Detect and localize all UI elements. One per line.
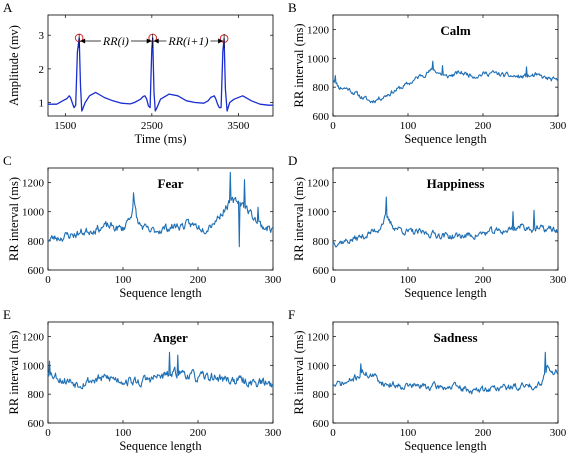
rr-arrowhead [80,38,86,44]
panel-label: A [3,0,13,15]
y-tick-label: 1200 [22,331,45,343]
y-tick-label: 1000 [22,207,45,219]
panel-F: 0 100 200 300 600 800 1000 1200 Sequence length R… [288,307,567,453]
x-tick-label: 0 [45,274,51,286]
x-tick-label: 100 [400,427,417,439]
y-tick-label: 1200 [307,178,330,190]
x-axis-label: Sequence length [404,286,487,300]
rr-series-line [47,171,274,248]
x-tick-label: 2500 [141,120,164,132]
x-axis-label: Sequence length [119,286,202,300]
rr-annotation-part: RR( [102,34,123,48]
rr-arrowhead [218,38,224,44]
panel-label: B [288,0,297,15]
rr-arrowhead [153,38,159,44]
rr-series-line [332,196,559,248]
plot-frame [332,167,559,271]
panel-title: Calm [440,23,471,38]
y-axis-label: RR interval (ms) [292,23,306,107]
x-tick-label: 300 [265,274,282,286]
x-tick-label: 200 [475,427,492,439]
panel-C: 0 100 200 300 600 800 1000 1200 Sequence length R… [3,153,282,300]
y-tick-label: 1000 [307,207,330,219]
panel-label: D [288,153,297,168]
y-tick-label: 1000 [307,360,330,372]
rr-annotation-part: i [187,34,190,48]
panel-D: 0 100 200 300 600 800 1000 1200 Sequence length R… [288,153,567,300]
y-axis-label: RR interval (ms) [7,330,21,414]
x-axis-label: Sequence length [404,439,487,453]
rr-series-line [47,351,274,390]
x-tick-label: 100 [400,274,417,286]
panel-E: 0 100 200 300 600 800 1000 1200 Sequence length R… [3,307,282,453]
rr-annotation-part: +1) [190,34,208,48]
x-tick-label: 100 [115,427,132,439]
y-axis-label: RR interval (ms) [292,330,306,414]
x-axis-label: Sequence length [119,439,202,453]
x-tick-label: 0 [330,120,336,132]
x-tick-label: 0 [330,427,336,439]
y-tick-label: 800 [313,236,330,248]
y-tick-label: 800 [28,389,45,401]
x-tick-label: 300 [550,120,567,132]
y-tick-label: 800 [313,82,330,94]
x-tick-label: 0 [45,427,51,439]
y-tick-label: 1200 [307,24,330,36]
plot-frame [332,14,559,117]
rr-annotation-part: i [122,34,125,48]
y-tick-label: 3 [39,30,45,42]
rr-annotation: RR(i) [102,34,129,48]
ecg-trace [48,37,273,112]
panel-title: Sadness [433,330,477,345]
y-tick-label: 600 [28,265,45,277]
panel-B: 0 100 200 300 600 800 1000 1200 Sequence length R… [288,0,567,146]
y-tick-label: 600 [313,265,330,277]
x-tick-label: 3500 [227,120,250,132]
rr-series-line [332,60,559,104]
rr-series-line [332,351,559,395]
y-tick-label: 600 [313,418,330,430]
y-tick-label: 1200 [307,331,330,343]
x-tick-label: 200 [475,120,492,132]
x-tick-label: 300 [550,274,567,286]
y-tick-label: 2 [39,64,45,76]
panel-title: Anger [153,330,188,345]
x-tick-label: 100 [400,120,417,132]
plot-frame [47,14,274,117]
rr-annotation: RR(i+1) [167,34,208,48]
y-tick-label: 600 [28,418,45,430]
y-tick-label: 1000 [22,360,45,372]
y-tick-label: 1 [39,98,45,110]
x-tick-label: 300 [550,427,567,439]
x-tick-label: 100 [115,274,132,286]
panel-title: Fear [158,176,184,191]
x-tick-label: 200 [190,274,207,286]
y-axis-label: RR interval (ms) [7,177,21,261]
panel-title: Happiness [427,176,485,191]
x-tick-label: 300 [265,427,282,439]
plot-frame [47,167,274,271]
y-tick-label: 800 [28,236,45,248]
x-tick-label: 200 [475,274,492,286]
panel-A: 1500 2500 3500 1 2 3 Time (ms) Amplitude (mv) A R… [3,0,274,146]
panel-label: E [3,307,11,322]
x-tick-label: 200 [190,427,207,439]
x-tick-label: 0 [330,274,336,286]
rr-annotation-part: ) [124,34,129,48]
panel-label: F [288,307,295,322]
x-tick-label: 1500 [54,120,77,132]
y-axis-label: Amplitude (mv) [7,25,21,106]
panel-label: C [3,153,12,168]
y-axis-label: RR interval (ms) [292,177,306,261]
rr-arrowhead [146,38,152,44]
y-tick-label: 600 [313,111,330,123]
y-tick-label: 1000 [307,53,330,65]
y-tick-label: 1200 [22,178,45,190]
y-tick-label: 800 [313,389,330,401]
x-axis-label: Sequence length [404,132,487,146]
plot-frame [47,321,274,424]
rr-annotation-part: RR( [167,34,188,48]
x-axis-label: Time (ms) [135,132,187,146]
